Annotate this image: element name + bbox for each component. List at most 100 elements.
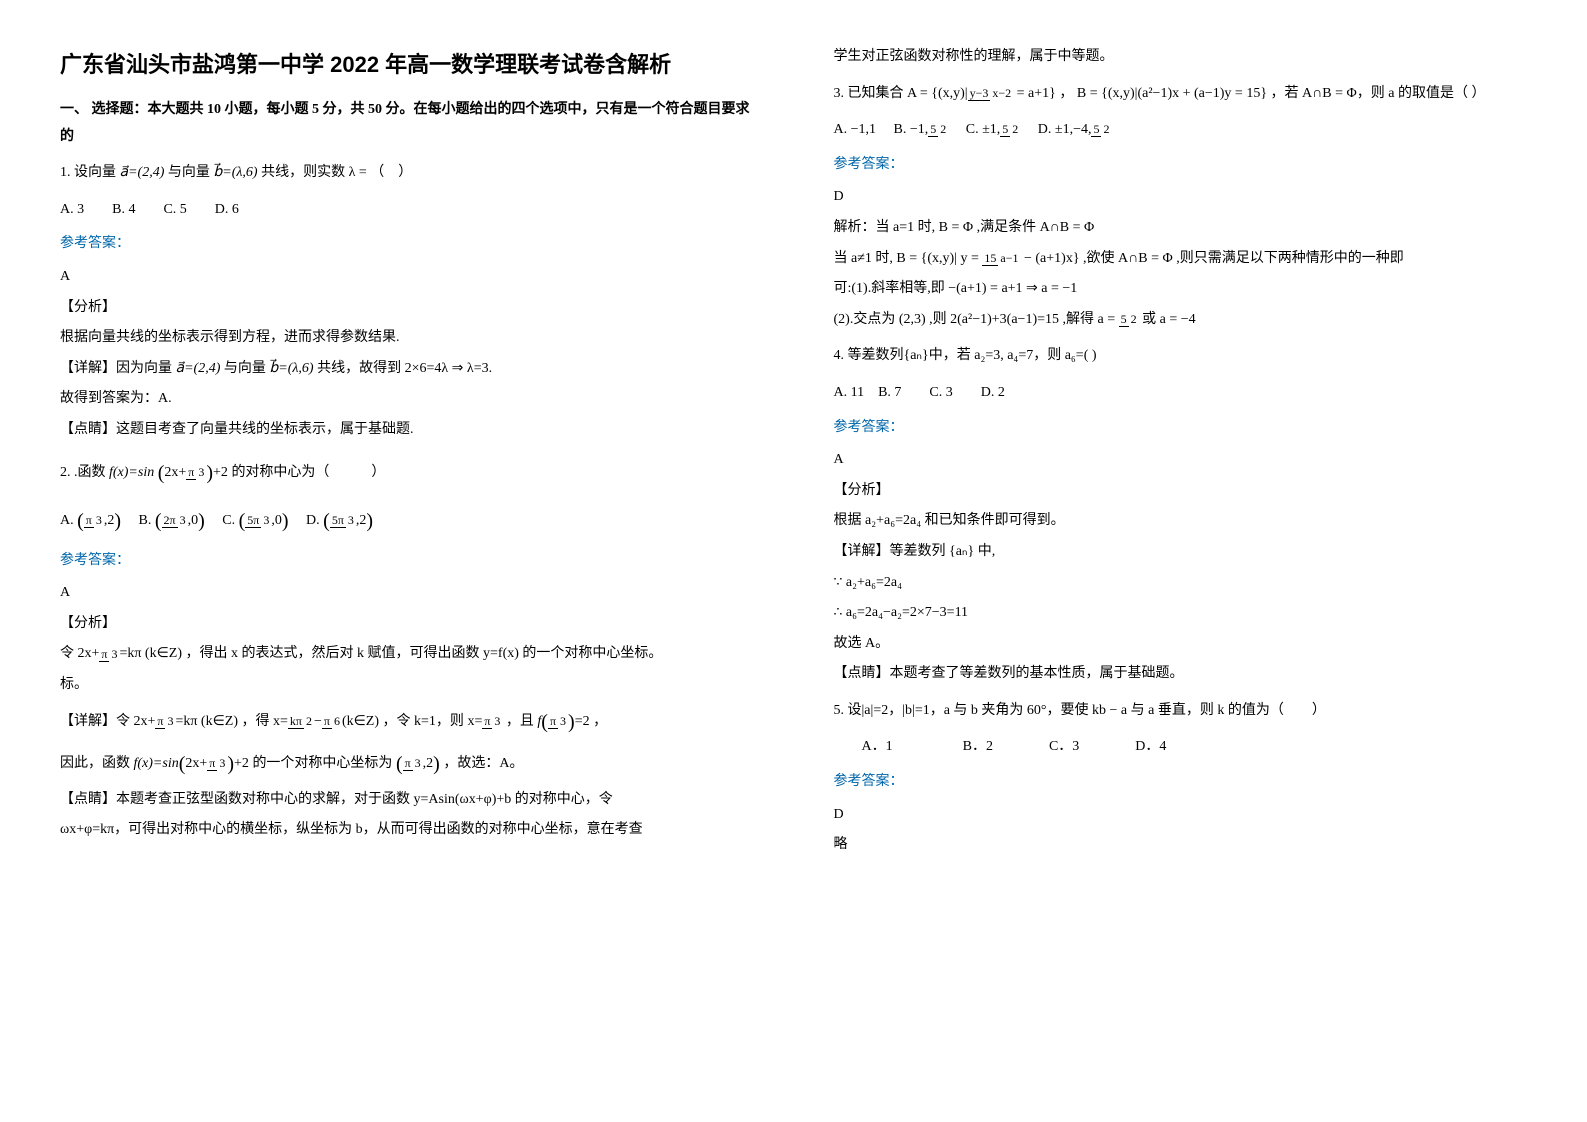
q1-stem: 1. 设向量 a⃗=(2,4) 与向量 b⃗=(λ,6) 共线，则实数 λ = … (60, 160, 754, 187)
q3-opts: A. −1,1 B. −1,52 C. ±1,52 D. ±1,−4,52 (834, 117, 1528, 144)
q5-end: 略 (834, 832, 1528, 859)
q1-fx-label: 【分析】 (60, 295, 754, 322)
q2bs: ,0 (188, 513, 199, 528)
q3apo: = a+1} (1013, 86, 1056, 101)
q2-p2: +2 (213, 465, 228, 480)
q4-ans: A (834, 447, 1528, 474)
q3-ans: D (834, 184, 1528, 211)
q3an: y−3 (968, 86, 991, 101)
q1-pre: 1. 设向量 (60, 165, 116, 180)
q3b2n: 15 (982, 251, 998, 266)
q1-dj: 【点睛】这题目考查了向量共线的坐标表示，属于基础题. (60, 417, 754, 444)
q2x2l: x= (273, 714, 288, 729)
q1-m2: 共线，则实数 λ = （ ） (261, 165, 412, 180)
q1-xj-t: 共线，故得到 2×6=4λ ⇒ λ=3. (317, 361, 492, 376)
q2-ans-label: 参考答案： (60, 548, 754, 575)
q2-xj: 【详解】令 2x+π3=kπ (k∈Z) ，得 x=kπ2−π6(k∈Z) ，令… (60, 703, 754, 741)
q2x4n: π (548, 714, 558, 729)
q3ad: x−2 (990, 86, 1013, 100)
q2l3m: 的一个对称中心坐标为 (252, 756, 392, 771)
q3obd: 2 (938, 122, 948, 136)
q3obn: 5 (928, 122, 938, 137)
q2x4r: =2 (575, 714, 590, 729)
q2dd: 3 (346, 513, 356, 527)
q2x1n: π (155, 714, 165, 729)
q4-dj: 【点睛】本题考查了等差数列的基本性质，属于基础题。 (834, 661, 1528, 688)
q2x3n: π (482, 714, 492, 729)
q2x1r: =kπ (k∈Z) (175, 714, 238, 729)
q2l3pn: π (403, 756, 413, 771)
q2bn: 2π (162, 513, 178, 528)
q1-opts: A. 3 B. 4 C. 5 D. 6 (60, 197, 754, 224)
q2dn: 5π (330, 513, 346, 528)
q2x2m: − (314, 714, 322, 729)
q5-opts: A．1 B．2 C．3 D．4 (862, 734, 1528, 761)
q3ocn: 5 (1000, 122, 1010, 137)
part1-header: 一、 选择题：本大题共 10 小题，每小题 5 分，共 50 分。在每小题给出的… (60, 97, 754, 150)
q2fel: 2x+ (78, 646, 100, 661)
q2-tail: 的对称中心为（ ） (231, 465, 385, 480)
q3l4p: (2).交点为 (2,3) ,则 2(a²−1)+3(a−1)=15 ,解得 (834, 312, 1095, 327)
q1-fx-text: 根据向量共线的坐标表示得到方程，进而求得参数结果. (60, 325, 754, 352)
q1-l2: 故得到答案为：A. (60, 386, 754, 413)
q2xm1: ，得 (242, 714, 270, 729)
q2l3pd: 3 (413, 756, 423, 770)
q2-in: 2x+ (164, 465, 186, 480)
q4-al: 参考答案： (834, 415, 1528, 442)
q2-b: B. (139, 513, 152, 528)
q2ftm: ，得出 x 的表达式，然后对 k 赋值，可得出函数 y=f(x) 的一个对称中心… (186, 646, 663, 661)
q2x2an: kπ (288, 714, 304, 729)
q2l3i: 2x+ (185, 756, 207, 771)
q2fed: 3 (109, 647, 119, 661)
q2as: ,2 (104, 513, 115, 528)
q2ftp: 令 (60, 646, 74, 661)
q4-l1: ∵ a₂+a₆=2a₄ (834, 570, 1528, 597)
q1-vb: b⃗=(λ,6) (213, 165, 257, 180)
q3b: B = {(x,y)|(a²−1)x + (a−1)y = 15} (1077, 86, 1267, 101)
q3m2: ，若 A∩B = Φ，则 a 的取值是（ ） (1271, 86, 1486, 101)
q2-ans: A (60, 580, 754, 607)
q3-l2: 当 a≠1 时, B = {(x,y)| y = 15a−1 − (a+1)x}… (834, 246, 1528, 273)
q3l4ap: a = (1098, 312, 1119, 327)
q1-ans-label: 参考答案： (60, 231, 754, 258)
q3p: 3. 已知集合 (834, 86, 904, 101)
q2-dj: 【点睛】本题考查正弦型函数对称中心的求解，对于函数 y=Asin(ωx+φ)+b… (60, 787, 754, 814)
q2-pn: π (186, 465, 196, 480)
left-column: 广东省汕头市盐鸿第一中学 2022 年高一数学理联考试卷含解析 一、 选择题：本… (60, 40, 754, 1082)
q3-l4: (2).交点为 (2,3) ,则 2(a²−1)+3(a−1)=15 ,解得 a… (834, 307, 1528, 334)
q2x3d: 3 (492, 714, 502, 728)
q2l3f: f(x)=sin (134, 756, 179, 771)
q3l4po: 或 a = −4 (1139, 312, 1196, 327)
q2-options: A. (π3,2) B. (2π3,0) C. (5π3,0) D. (5π3,… (60, 502, 754, 540)
r-top: 学生对正弦函数对称性的理解，属于中等题。 (834, 44, 1528, 71)
q3b2d: a−1 (998, 251, 1020, 265)
q3-ans-label: 参考答案： (834, 152, 1528, 179)
q5-al: 参考答案： (834, 769, 1528, 796)
q3odn: 5 (1091, 122, 1101, 137)
q3-stem: 3. 已知集合 A = {(x,y)|y−3x−2 = a+1} ， B = {… (834, 81, 1528, 108)
q2x2r: (k∈Z) (342, 714, 379, 729)
q2ds: ,2 (356, 513, 367, 528)
q2x4d: 3 (558, 714, 568, 728)
q3-jx1: 解析：当 a=1 时, B = Φ ,满足条件 A∩B = Φ (834, 215, 1528, 242)
q2ad: 3 (94, 513, 104, 527)
q3-l3: 可:(1).斜率相等,即 −(a+1) = a+1 ⇒ a = −1 (834, 276, 1528, 303)
q2xm3: ，且 (506, 714, 534, 729)
q4-stem: 4. 等差数列{aₙ}中，若 a₂=3, a₄=7，则 a₆=( ) (834, 343, 1528, 370)
q2x3l: x= (467, 714, 482, 729)
q2xt: ， (593, 714, 607, 729)
q3m1: ， (1059, 86, 1073, 101)
q2-pd: 3 (196, 465, 206, 479)
q1-xj-l: 【详解】因为向量 (60, 361, 172, 376)
q1-m1: 与向量 (168, 165, 210, 180)
q2l3pl: +2 (234, 756, 249, 771)
q1-va: a⃗=(2,4) (120, 165, 165, 180)
q3ocd: 2 (1010, 122, 1020, 136)
q2-line3: 因此，函数 f(x)=sin(2x+π3)+2 的一个对称中心坐标为 (π3,2… (60, 745, 754, 783)
q3l4n: 5 (1119, 312, 1129, 327)
q2-stem: 2. .函数 f(x)=sin (2x+π3)+2 的对称中心为（ ） (60, 454, 754, 492)
q2-dj2: ωx+φ=kπ，可得出对称中心的横坐标，纵坐标为 b，从而可得出函数的对称中心坐… (60, 817, 754, 844)
q4-opts: A. 11 B. 7 C. 3 D. 2 (834, 380, 1528, 407)
q1-xj-m: 与向量 (224, 361, 266, 376)
q2l3s: ,2 (423, 756, 434, 771)
